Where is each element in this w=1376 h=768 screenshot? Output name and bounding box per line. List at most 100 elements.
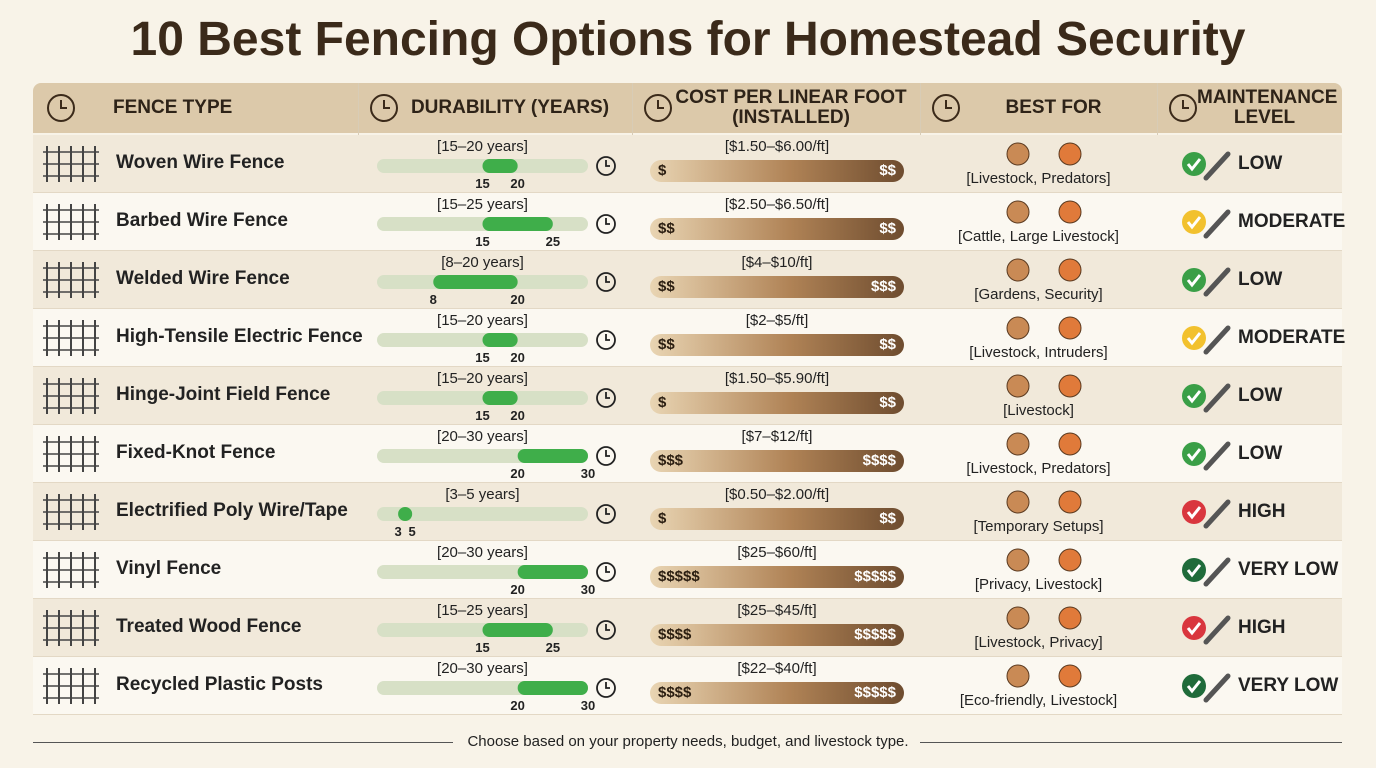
best-for-icons bbox=[1006, 432, 1082, 456]
wrench bbox=[1203, 499, 1231, 529]
durability-max: 20 bbox=[510, 292, 525, 307]
durability-range bbox=[482, 217, 553, 231]
cost-high: $$ bbox=[879, 510, 896, 527]
durability-range bbox=[482, 391, 518, 405]
fence-type: Electrified Poly Wire/Tape bbox=[116, 500, 348, 521]
icon-shape bbox=[596, 330, 616, 350]
icon-shape bbox=[644, 94, 672, 122]
icon-shape bbox=[1006, 490, 1030, 514]
cost-high: $$$$$ bbox=[854, 626, 896, 643]
footer-rule bbox=[920, 742, 1342, 743]
cost-low: $ bbox=[658, 162, 667, 179]
maintenance-icon bbox=[1182, 557, 1231, 587]
durability-min: 15 bbox=[475, 408, 490, 423]
icon-shape bbox=[47, 94, 75, 122]
status-mark bbox=[1186, 564, 1202, 578]
icon-shape bbox=[60, 100, 67, 109]
cost-label: [$2.50–$6.50/ft] bbox=[724, 196, 830, 213]
cost-high: $$$$$ bbox=[854, 568, 896, 585]
icon-shape bbox=[932, 94, 960, 122]
cost-high: $$$ bbox=[870, 278, 896, 295]
icon-shape bbox=[605, 392, 610, 399]
durability-range bbox=[482, 333, 518, 347]
header-bar bbox=[33, 83, 1342, 133]
fence-type: Fixed-Knot Fence bbox=[116, 442, 276, 463]
header-icon bbox=[47, 94, 75, 122]
durability-label: [8–20 years] bbox=[441, 254, 524, 271]
maintenance-level: MODERATE bbox=[1238, 211, 1346, 232]
cost-bar bbox=[650, 508, 904, 530]
best-for: [Livestock, Predators] bbox=[966, 170, 1111, 187]
status-mark bbox=[1186, 390, 1202, 404]
durability-min: 20 bbox=[510, 582, 525, 597]
footer-rule bbox=[33, 742, 453, 743]
icon-shape bbox=[1006, 258, 1030, 282]
maintenance-icon bbox=[1182, 383, 1231, 413]
icon-shape bbox=[1058, 490, 1082, 514]
header-icon bbox=[932, 94, 960, 122]
status-badge bbox=[1182, 616, 1206, 640]
wrench bbox=[1203, 673, 1231, 703]
cost-high: $$ bbox=[879, 162, 896, 179]
cost-low: $$$ bbox=[658, 452, 684, 469]
header-icon bbox=[1169, 94, 1197, 122]
icon-shape bbox=[596, 214, 616, 234]
best-for: [Cattle, Large Livestock] bbox=[958, 228, 1119, 245]
icon-shape bbox=[1006, 316, 1030, 340]
column-header: DURABILITY (YEARS) bbox=[410, 97, 610, 118]
fence-icon bbox=[43, 320, 99, 356]
durability-min: 20 bbox=[510, 698, 525, 713]
durability-bar bbox=[377, 333, 588, 347]
wrench bbox=[1203, 557, 1231, 587]
icon-shape bbox=[1169, 94, 1197, 122]
best-for-icons bbox=[1006, 490, 1082, 514]
fence-type: Vinyl Fence bbox=[116, 558, 222, 579]
maintenance-icon bbox=[1182, 615, 1231, 645]
clock-icon bbox=[596, 330, 616, 350]
icon-shape bbox=[596, 446, 616, 466]
status-mark bbox=[1186, 448, 1202, 462]
icon-shape bbox=[605, 218, 610, 225]
maintenance-icon bbox=[1182, 151, 1231, 181]
durability-max: 20 bbox=[510, 176, 525, 191]
durability-bar bbox=[377, 391, 588, 405]
status-badge bbox=[1182, 326, 1206, 350]
wrench bbox=[1203, 325, 1231, 355]
durability-bar bbox=[377, 217, 588, 231]
durability-bar bbox=[377, 681, 588, 695]
durability-min: 15 bbox=[475, 234, 490, 249]
fence-type: Treated Wood Fence bbox=[116, 616, 302, 637]
fence-icon bbox=[43, 436, 99, 472]
maintenance-icon bbox=[1182, 499, 1231, 529]
cost-low: $$$$$ bbox=[658, 568, 700, 585]
cost-bar bbox=[650, 160, 904, 182]
durability-label: [15–25 years] bbox=[437, 602, 528, 619]
durability-max: 30 bbox=[580, 698, 596, 713]
icon-shape bbox=[1058, 606, 1082, 630]
durability-label: [15–20 years] bbox=[437, 138, 528, 155]
durability-max: 5 bbox=[408, 524, 416, 539]
column-header: FENCE TYPE bbox=[113, 97, 233, 118]
icon-shape bbox=[1058, 316, 1082, 340]
icon-shape bbox=[1006, 664, 1030, 688]
maintenance-icon bbox=[1182, 325, 1231, 355]
fence-type: Recycled Plastic Posts bbox=[116, 674, 323, 695]
cost-low: $$ bbox=[658, 336, 675, 353]
cost-high: $$ bbox=[879, 336, 896, 353]
cost-bar bbox=[650, 624, 904, 646]
fence-icon bbox=[43, 262, 99, 298]
cost-label: [$4–$10/ft] bbox=[741, 254, 813, 271]
icon-shape bbox=[945, 100, 952, 109]
durability-range bbox=[517, 681, 588, 695]
durability-range bbox=[482, 159, 518, 173]
clock-icon bbox=[596, 214, 616, 234]
icon-shape bbox=[1058, 664, 1082, 688]
icon-shape bbox=[605, 682, 610, 689]
maintenance-level: HIGH bbox=[1238, 501, 1286, 522]
maintenance-level: VERY LOW bbox=[1238, 559, 1339, 580]
maintenance-level: HIGH bbox=[1238, 617, 1286, 638]
cost-label: [$2–$5/ft] bbox=[745, 312, 809, 329]
fence-icon bbox=[43, 552, 99, 588]
status-badge bbox=[1182, 210, 1206, 234]
